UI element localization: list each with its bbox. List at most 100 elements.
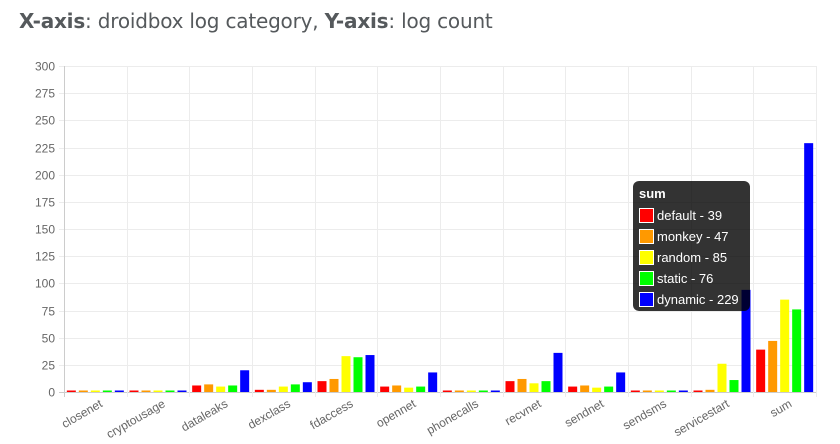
y-tick-label: 25 — [42, 359, 56, 373]
y-axis-caption-label: Y-axis — [324, 9, 389, 33]
y-tick-label: 250 — [35, 114, 55, 128]
tooltip-swatch-dynamic — [639, 292, 654, 307]
y-tick-label: 225 — [35, 142, 55, 156]
bar-default-servicestart — [693, 390, 703, 392]
y-tick-label: 275 — [35, 87, 55, 101]
bar-monkey-recvnet — [517, 378, 527, 392]
y-tick-label: 175 — [35, 196, 55, 210]
bar-static-dataleaks — [228, 385, 238, 392]
bar-default-sum — [756, 349, 766, 392]
y-tick-label: 300 — [35, 60, 55, 74]
bar-dynamic-sum — [804, 143, 814, 392]
y-tick-label: 125 — [35, 250, 55, 264]
bar-monkey-dataleaks — [204, 384, 214, 392]
bar-default-recvnet — [505, 381, 515, 392]
tooltip-text-random: random - 85 — [657, 250, 728, 265]
bar-dynamic-dataleaks — [240, 370, 250, 392]
bar-static-sendsms — [666, 390, 676, 392]
x-tick-label-sendsms: sendsms — [620, 396, 669, 432]
bar-monkey-cryptousage — [141, 390, 151, 392]
bar-dynamic-closenet — [114, 390, 124, 392]
bar-default-opennet — [380, 386, 390, 392]
bar-default-closenet — [66, 390, 76, 392]
bar-dynamic-recvnet — [553, 352, 563, 392]
bar-monkey-sum — [768, 340, 778, 392]
chart-tooltip: sum default - 39 monkey - 47 random - 85… — [633, 181, 750, 311]
bar-random-sum — [780, 299, 790, 392]
bar-default-sendsms — [630, 390, 640, 392]
x-tick-label-cryptousage: cryptousage — [104, 396, 168, 441]
bar-static-cryptousage — [165, 390, 175, 392]
bar-default-dataleaks — [192, 385, 202, 392]
bar-dynamic-dexclass — [302, 382, 312, 392]
tooltip-swatch-default — [639, 208, 654, 223]
bar-random-servicestart — [717, 363, 727, 392]
bar-random-sendnet — [592, 387, 602, 392]
y-tick-label: 50 — [42, 332, 56, 346]
bar-dynamic-cryptousage — [177, 390, 187, 392]
bar-random-recvnet — [529, 383, 539, 392]
tooltip-text-default: default - 39 — [657, 208, 723, 223]
tooltip-swatch-random — [639, 250, 654, 265]
bar-monkey-dexclass — [266, 389, 276, 392]
bar-static-phonecalls — [478, 390, 488, 392]
x-tick-label-fdaccess: fdaccess — [307, 396, 355, 432]
bar-default-cryptousage — [129, 390, 139, 392]
bar-random-opennet — [404, 387, 414, 392]
tooltip-text-dynamic: dynamic - 229 — [657, 292, 739, 307]
bar-dynamic-servicestart — [741, 289, 751, 392]
x-tick-label-sum: sum — [768, 396, 795, 419]
bar-default-sendnet — [568, 386, 578, 392]
bar-static-dexclass — [290, 384, 300, 392]
y-tick-label: 100 — [35, 277, 55, 291]
bar-random-closenet — [90, 390, 100, 392]
bar-monkey-sendsms — [642, 390, 652, 392]
bar-monkey-fdaccess — [329, 378, 339, 392]
y-tick-label: 200 — [35, 169, 55, 183]
y-tick-label: 0 — [48, 386, 55, 400]
bar-monkey-sendnet — [580, 385, 590, 392]
bar-static-sum — [792, 309, 802, 392]
y-tick-label: 75 — [42, 305, 56, 319]
bar-dynamic-phonecalls — [490, 390, 500, 392]
bar-random-dataleaks — [216, 386, 226, 392]
bar-default-phonecalls — [442, 390, 452, 392]
bar-random-cryptousage — [153, 390, 163, 392]
bar-static-sendnet — [604, 386, 614, 392]
y-tick-label: 150 — [35, 223, 55, 237]
x-axis-caption-label: X-axis — [19, 9, 86, 33]
bar-random-phonecalls — [466, 390, 476, 392]
x-tick-label-closenet: closenet — [59, 396, 105, 431]
bar-static-fdaccess — [353, 357, 363, 392]
x-tick-label-recvnet: recvnet — [502, 396, 544, 428]
bar-dynamic-sendnet — [616, 372, 626, 392]
x-axis-caption-text: : droidbox log category, — [85, 9, 325, 33]
x-tick-label-opennet: opennet — [374, 396, 419, 430]
bar-static-servicestart — [729, 380, 739, 392]
bar-default-dexclass — [254, 389, 264, 392]
bar-default-fdaccess — [317, 381, 327, 392]
bar-dynamic-fdaccess — [365, 355, 375, 392]
chart-caption: X-axis: droidbox log category, Y-axis: l… — [19, 9, 493, 33]
tooltip-swatch-static — [639, 271, 654, 286]
bar-monkey-closenet — [78, 390, 88, 392]
bar-dynamic-sendsms — [678, 390, 688, 392]
bar-static-closenet — [102, 390, 112, 392]
x-tick-label-phonecalls: phonecalls — [424, 396, 481, 437]
tooltip-title: sum — [639, 186, 666, 201]
bar-random-sendsms — [654, 390, 664, 392]
x-tick-label-dexclass: dexclass — [245, 396, 292, 431]
y-axis-caption-text: : log count — [388, 9, 493, 33]
tooltip-text-static: static - 76 — [657, 271, 714, 286]
bar-static-recvnet — [541, 381, 551, 392]
bar-random-dexclass — [278, 386, 288, 392]
x-tick-label-servicestart: servicestart — [671, 396, 732, 439]
tooltip-swatch-monkey — [639, 229, 654, 244]
tooltip-text-monkey: monkey - 47 — [657, 229, 729, 244]
bar-monkey-servicestart — [705, 389, 715, 392]
bar-dynamic-opennet — [428, 372, 438, 392]
bar-monkey-phonecalls — [454, 390, 464, 392]
x-tick-label-dataleaks: dataleaks — [179, 396, 230, 434]
